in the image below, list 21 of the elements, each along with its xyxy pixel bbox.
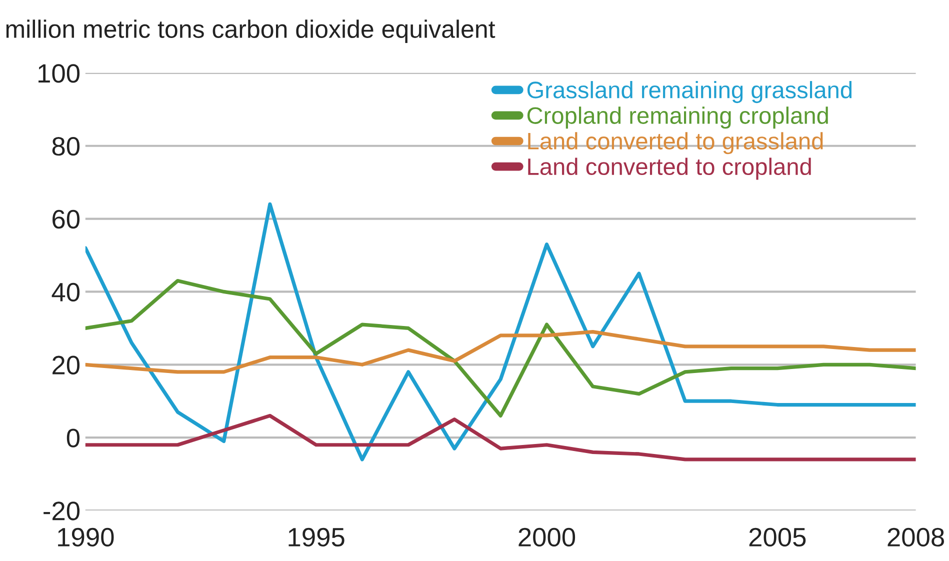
y-tick-label: -20 [44, 502, 80, 520]
line-series [85, 330, 916, 374]
y-axis-title: million metric tons carbon dioxide equivalent [6, 20, 496, 43]
y-tick-label: 100 [38, 64, 80, 83]
legend-label: Cropland remaining cropland [527, 106, 828, 129]
legend-label: Grassland remaining grassland [527, 81, 852, 104]
x-tick-label: 2000 [518, 528, 576, 547]
y-tick-label: 40 [52, 282, 80, 302]
y-tick-label: 80 [52, 136, 80, 156]
legend-label: Land converted to grassland [528, 132, 823, 154]
y-tick-label: 0 [66, 428, 80, 448]
line-series [85, 202, 916, 462]
x-tick-label: 1995 [288, 528, 344, 547]
line-series [85, 278, 916, 418]
x-tick-label: 1990 [58, 528, 114, 547]
line-series [85, 414, 916, 462]
legend-label: Land converted to cropland [528, 158, 811, 180]
y-tick-label: 60 [52, 210, 80, 229]
x-tick-label: 2008 [888, 528, 944, 547]
x-tick-label: 2005 [749, 528, 806, 547]
y-tick-label: 20 [52, 356, 80, 374]
